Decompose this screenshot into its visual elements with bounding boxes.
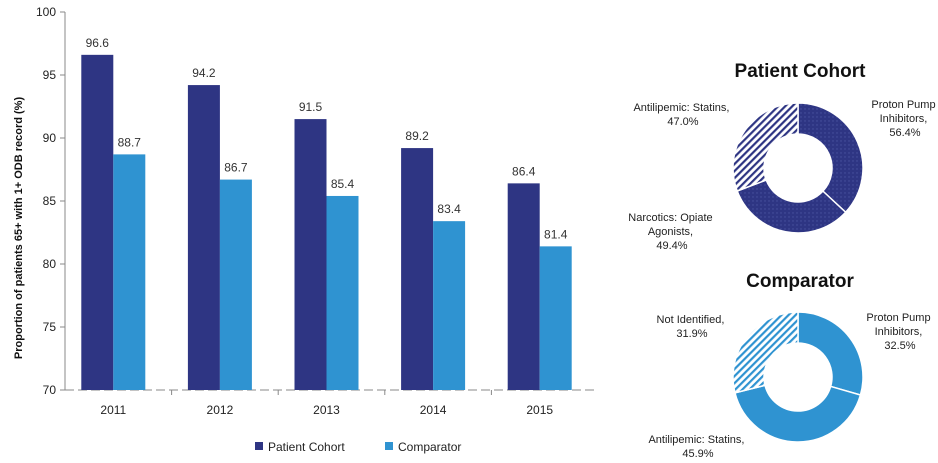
donut-slices [732,311,864,443]
data-labels: 96.6 88.7 94.2 86.7 91.5 85.4 89.2 83.4 86.4 81.4 [86,36,568,242]
bar-patient-cohort-2012 [187,85,220,390]
legend-label-patient-cohort: Patient Cohort [268,440,345,454]
x-tick-label: 2011 [100,403,126,417]
data-label: 94.2 [192,66,216,80]
data-label: 91.5 [299,100,323,114]
donut-slice-1 [736,179,847,234]
legend-swatch-patient-cohort [255,442,263,450]
data-label: 81.4 [544,227,568,241]
y-tick-label: 85 [43,194,57,208]
bar-patient-cohort-2011 [81,54,114,391]
data-label: 83.4 [437,202,461,216]
slice-label-not-identified: Not Identified, 31.9% [657,314,728,340]
data-label: 86.4 [512,164,536,178]
donut-charts: Patient Cohort Proton Pump Inhibitors, 5… [628,61,938,460]
donut-slice-1 [734,384,862,443]
bar-patient-cohort-2015 [507,183,540,390]
y-axis: 70 75 80 85 90 95 100 [36,5,66,397]
donut-slice-0 [797,311,864,396]
bar-comparator-2015 [539,246,572,390]
y-tick-label: 90 [43,131,57,145]
x-axis: 2011 2012 2013 2014 2015 [65,389,598,417]
y-tick-label: 75 [43,320,57,334]
legend: Patient Cohort Comparator [255,440,461,454]
y-tick-label: 80 [43,257,57,271]
bar-comparator-2012 [219,179,252,390]
x-tick-label: 2012 [207,403,234,417]
data-label: 85.4 [331,177,355,191]
data-label: 88.7 [118,135,142,149]
y-tick-label: 100 [36,5,56,19]
bar-patient-cohort-2014 [401,148,434,390]
y-tick-label: 70 [43,383,57,397]
slice-label-proton-pump-inhibitors: Proton Pump Inhibitors, 56.4% [871,99,938,139]
data-label: 96.6 [86,36,110,50]
donut-slice-0 [797,102,864,214]
x-tick-label: 2014 [420,403,447,417]
bar-comparator-2013 [326,195,359,390]
donut-comparator: Comparator Proton Pump Inhibitors, 32.5%… [648,271,933,460]
slice-label-antilipemic-statins: Antilipemic: Statins, 47.0% [633,102,732,128]
bar-comparator-2014 [433,221,466,390]
x-tick-label: 2013 [313,403,340,417]
legend-label-comparator: Comparator [398,440,461,454]
data-label: 89.2 [405,129,429,143]
slice-label-antilipemic-statins: Antilipemic: Statins, 45.9% [648,434,747,460]
slice-label-proton-pump-inhibitors: Proton Pump Inhibitors, 32.5% [866,312,933,352]
x-tick-label: 2015 [526,403,553,417]
donut-title-comparator: Comparator [746,271,854,292]
donut-slice-2 [732,102,799,192]
y-tick-label: 95 [43,68,57,82]
donut-patient-cohort: Patient Cohort Proton Pump Inhibitors, 5… [628,61,938,252]
bar-chart: 70 75 80 85 90 95 100 2011 2012 2013 2014 2015 96.… [13,5,598,454]
donut-slices [732,102,864,234]
donut-title-patient-cohort: Patient Cohort [735,61,867,82]
data-label: 86.7 [224,161,248,175]
slice-label-narcotics-opiate-agonists: Narcotics: Opiate Agonists, 49.4% [628,212,715,252]
bar-comparator-2011 [113,154,146,390]
bars [81,54,572,391]
bar-patient-cohort-2013 [294,119,327,390]
y-axis-title: Proportion of patients 65+ with 1+ ODB r… [13,97,25,360]
donut-slice-2 [732,311,799,394]
legend-swatch-comparator [385,442,393,450]
